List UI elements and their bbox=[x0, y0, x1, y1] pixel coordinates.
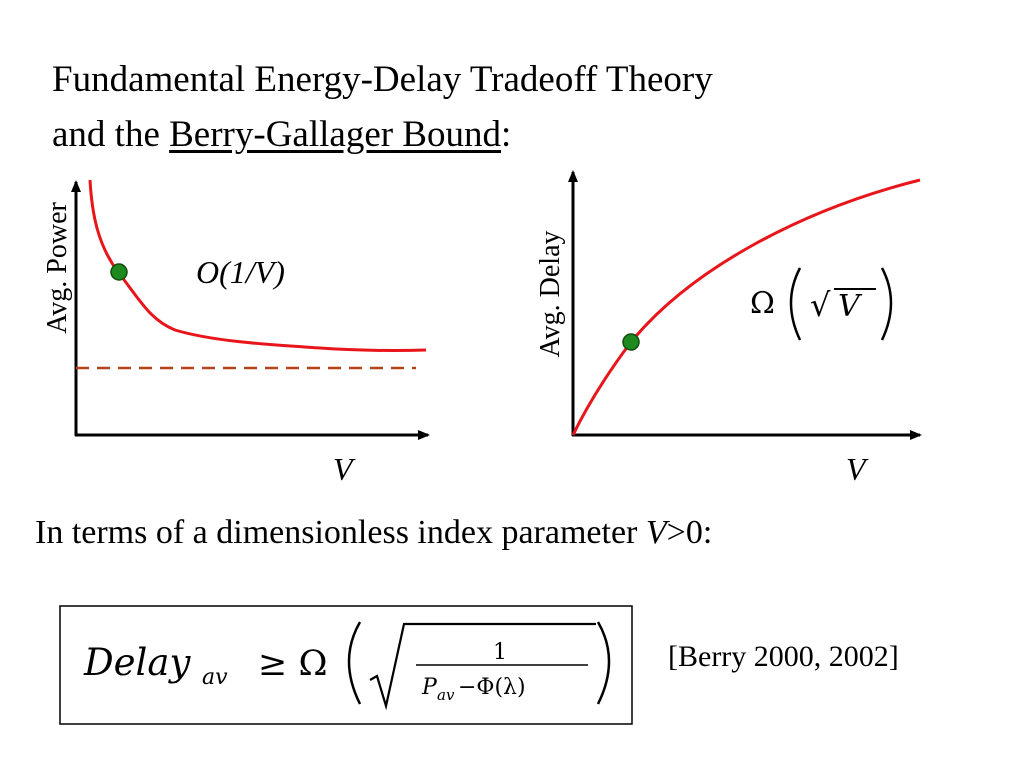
delay-x-label: V bbox=[846, 451, 869, 487]
left-paren bbox=[789, 267, 802, 341]
formula-right-paren bbox=[596, 621, 611, 705]
intro-prefix: In terms of a dimensionless index parame… bbox=[35, 514, 646, 551]
formula-box bbox=[59, 605, 633, 725]
formula-operator: ≥ Ω bbox=[258, 644, 327, 684]
delay-operating-point bbox=[622, 333, 640, 351]
delay-plot: Avg. Delay V Ω √ V bbox=[535, 170, 922, 487]
power-x-label: V bbox=[333, 451, 356, 487]
title-line-1: Fundamental Energy-Delay Tradeoff Theory bbox=[52, 59, 713, 100]
right-paren bbox=[880, 267, 893, 341]
formula-numerator: 1 bbox=[493, 640, 507, 665]
formula-radical bbox=[369, 622, 596, 711]
power-plot: Avg. Power V O(1/V) bbox=[42, 179, 430, 487]
formula-denominator-rest: −Φ(λ) bbox=[458, 675, 526, 700]
formula-denominator-p: P bbox=[421, 675, 438, 700]
sqrt-symbol: √ bbox=[810, 286, 831, 324]
delay-order-annotation: Ω √ V bbox=[750, 267, 893, 341]
slide-title: Fundamental Energy-Delay Tradeoff Theory… bbox=[52, 52, 713, 162]
formula-lhs-subscript: av bbox=[202, 665, 228, 690]
power-curve bbox=[88, 179, 427, 353]
citation: [Berry 2000, 2002] bbox=[668, 640, 899, 673]
v-variable: V bbox=[838, 289, 863, 324]
power-operating-point bbox=[110, 263, 128, 281]
berry-gallager-bound-label: Berry-Gallager Bound bbox=[169, 114, 501, 155]
formula-denominator-subscript: av bbox=[437, 686, 455, 704]
intro-variable: V bbox=[645, 514, 667, 551]
title-line-2: and the Berry-Gallager Bound: bbox=[52, 107, 713, 162]
power-order-annotation: O(1/V) bbox=[196, 254, 285, 290]
intro-suffix: >0: bbox=[666, 514, 713, 551]
formula-left-paren bbox=[347, 621, 362, 705]
title-line-2-prefix: and the bbox=[52, 114, 170, 155]
power-axis-label: Avg. Power bbox=[42, 201, 73, 333]
formula-lhs: Delay bbox=[83, 641, 191, 684]
intro-sentence: In terms of a dimensionless index parame… bbox=[35, 514, 712, 552]
delay-bound-formula: Delay av ≥ Ω 1 P av −Φ(λ) bbox=[59, 605, 633, 725]
omega-symbol: Ω bbox=[750, 286, 775, 321]
delay-curve bbox=[571, 178, 921, 436]
delay-axis-label: Avg. Delay bbox=[535, 231, 566, 358]
title-line-2-suffix: : bbox=[501, 114, 512, 155]
